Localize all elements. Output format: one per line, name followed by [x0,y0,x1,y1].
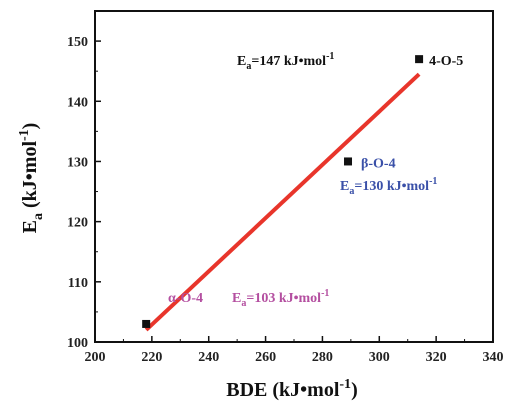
point-label: 4-O-5 [429,54,463,69]
y-tick-label: 130 [67,155,88,170]
labels-layer: 4-O-5 Ea=147 kJ•mol-1 β-O-4 Ea=130 kJ•mol-1… [168,51,463,309]
activation-energy-label: Ea=130 kJ•mol-1 [340,176,437,197]
data-point--o-4 [344,157,353,166]
activation-energy-label: Ea=147 kJ•mol-1 [237,51,334,72]
activation-energy-label: Ea=103 kJ•mol-1 [232,288,329,309]
y-axis-title: Ea (kJ•mol-1) [17,123,46,234]
fit-line [144,72,421,332]
x-tick-label: 240 [198,350,219,365]
point-label: β-O-4 [361,156,396,171]
x-axis-title: BDE (kJ•mol-1) [226,377,357,401]
x-tick-label: 220 [141,350,162,365]
x-tick-label: 340 [483,350,504,365]
x-tick-label: 280 [312,350,333,365]
x-axis: 200 220 240 260 280 300 320 340 [85,336,504,365]
y-tick-label: 150 [67,35,88,50]
x-tick-label: 200 [85,350,106,365]
x-tick-label: 320 [426,350,447,365]
y-tick-label: 100 [67,336,88,351]
points-layer [142,55,424,328]
fit-line-layer [144,72,421,332]
y-axis: 100 110 120 130 140 150 [67,10,101,351]
y-tick-label: 110 [68,276,88,291]
y-tick-label: 140 [67,95,88,110]
data-point-4-o-5 [415,55,424,64]
x-tick-label: 300 [369,350,390,365]
point-label: α-O-4 [168,291,203,306]
data-point--o-4 [142,319,151,328]
x-tick-label: 260 [255,350,276,365]
y-tick-label: 120 [67,216,88,231]
